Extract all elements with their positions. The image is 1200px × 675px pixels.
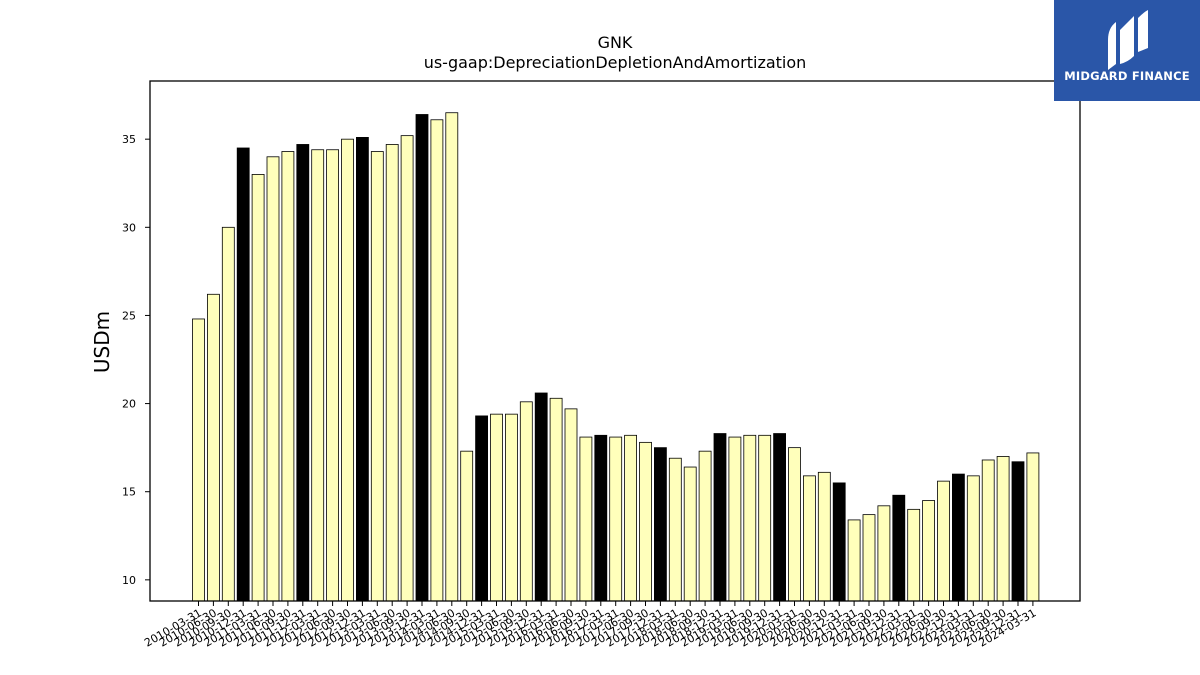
bar-2023-09-30 <box>996 456 1010 602</box>
bar-2022-06-30 <box>922 500 935 602</box>
bar-2019-06-30 <box>743 434 757 602</box>
bar-2016-12-31 <box>594 434 608 602</box>
bar-2019-03-31 <box>728 436 742 602</box>
bar-2020-09-30 <box>817 471 831 602</box>
bar-2012-06-30 <box>326 149 340 602</box>
bar-2021-06-30 <box>862 514 876 602</box>
bar-2011-03-31 <box>251 174 265 602</box>
bar-2019-09-30 <box>758 434 772 602</box>
y-tick-label: 15 <box>122 486 136 499</box>
chart-title: GNK <box>598 33 633 52</box>
bar-2019-12-31 <box>773 433 786 602</box>
bar-2020-12-31 <box>832 482 846 602</box>
bar-2020-06-30 <box>803 475 816 602</box>
bar-2018-12-31 <box>713 433 727 602</box>
bar-2016-09-30 <box>579 436 593 602</box>
bar-2018-06-30 <box>683 466 697 602</box>
bar-2016-06-30 <box>564 408 578 602</box>
bar-2014-09-30 <box>460 450 474 602</box>
bar-2018-03-31 <box>668 457 682 602</box>
bar-2015-03-31 <box>490 413 503 602</box>
bar-2013-03-31 <box>370 151 384 602</box>
bars-group <box>192 112 1040 602</box>
brand-name: MIDGARD FINANCE <box>1064 69 1190 83</box>
bar-2022-09-30 <box>937 480 950 602</box>
bar-2023-12-31 <box>1011 461 1025 602</box>
bar-2012-09-30 <box>341 138 354 602</box>
chart-subtitle: us-gaap:DepreciationDepletionAndAmortiza… <box>424 53 807 72</box>
bar-2012-03-31 <box>311 149 325 602</box>
bar-2024-03-31 <box>1026 452 1040 602</box>
bar-2021-09-30 <box>877 505 891 602</box>
y-tick-label: 35 <box>122 133 136 146</box>
bar-2022-03-31 <box>907 508 921 602</box>
bar-2010-06-30 <box>206 293 220 602</box>
bar-2021-12-31 <box>892 494 906 602</box>
bar-2015-06-30 <box>504 413 518 602</box>
y-tick-label: 30 <box>122 221 136 234</box>
bar-2023-03-31 <box>966 475 980 602</box>
bar-2012-12-31 <box>355 137 369 602</box>
bar-2023-06-30 <box>981 459 995 602</box>
bar-2010-03-31 <box>192 318 205 602</box>
bar-2011-12-31 <box>296 144 310 602</box>
y-tick-label: 10 <box>122 574 136 587</box>
bar-2015-12-31 <box>534 392 548 602</box>
plot-frame <box>149 80 1081 602</box>
bar-2017-06-30 <box>624 434 637 602</box>
bar-2013-12-31 <box>415 114 429 602</box>
bar-2016-03-31 <box>549 397 563 602</box>
bar-2013-09-30 <box>400 135 414 602</box>
bar-2017-03-31 <box>609 436 623 602</box>
y-tick-label: 25 <box>122 309 136 322</box>
bar-2021-03-31 <box>847 519 861 602</box>
bar-2011-09-30 <box>281 151 295 602</box>
bar-2010-12-31 <box>236 147 250 602</box>
bar-2017-12-31 <box>654 447 667 602</box>
bar-2011-06-30 <box>266 156 280 602</box>
brand-logo: MIDGARD FINANCE <box>1054 0 1200 101</box>
bar-2014-12-31 <box>475 415 489 602</box>
bar-2022-12-31 <box>952 473 965 602</box>
x-axis: 2010-03-312010-06-302010-09-302010-12-31… <box>142 601 1038 650</box>
y-tick-label: 20 <box>122 398 136 411</box>
midgard-m-mark-icon <box>1108 10 1148 70</box>
bar-2014-06-30 <box>445 112 459 602</box>
bar-2015-09-30 <box>519 401 533 602</box>
bar-2020-03-31 <box>788 447 801 602</box>
bar-2013-06-30 <box>385 144 399 602</box>
bar-2017-09-30 <box>639 441 652 602</box>
bar-2014-03-31 <box>430 119 444 602</box>
bar-2018-09-30 <box>698 450 712 602</box>
y-axis-label: USDm <box>90 311 114 373</box>
y-axis: 10 15 20 25 30 35 <box>122 133 150 587</box>
bar-2010-09-30 <box>221 226 235 602</box>
